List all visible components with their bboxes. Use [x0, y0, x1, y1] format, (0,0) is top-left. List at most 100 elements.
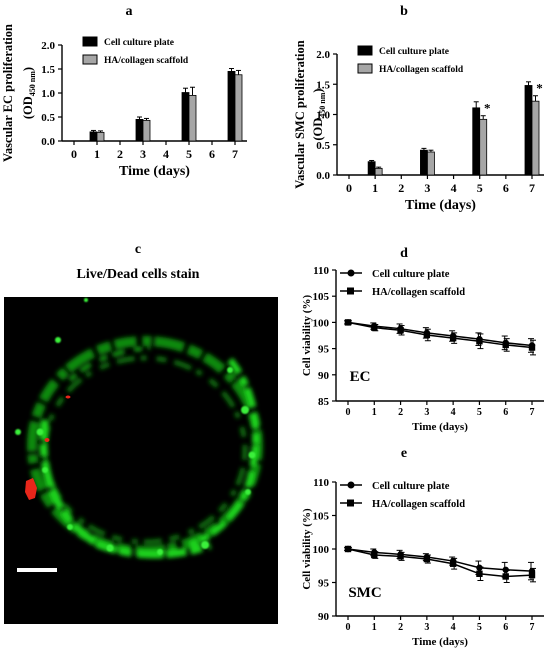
legend-label: HA/collagen scaffold	[372, 287, 465, 298]
bar	[374, 167, 383, 176]
scale-bar	[17, 568, 57, 572]
x-axis-label: Time (days)	[412, 636, 468, 648]
legend-swatch	[357, 63, 373, 74]
bar	[367, 161, 376, 176]
data-point	[502, 341, 509, 349]
y-unit-open: (OD	[21, 96, 35, 119]
y-axis-label: Cell viability (%)	[301, 295, 313, 377]
y-axis-unit-label: (OD450 nm)	[21, 67, 37, 119]
x-tick-label: 2	[398, 622, 403, 633]
live-cells-green-ring	[27, 336, 263, 559]
y-tick-label: 95	[318, 578, 330, 590]
x-tick-label: 5	[186, 147, 192, 161]
y-tick-label: 95	[318, 344, 330, 356]
data-point	[502, 573, 509, 580]
y-axis-label: Vascular EC proliferation	[1, 24, 15, 162]
y-unit-close: )	[21, 67, 35, 71]
bar	[479, 118, 488, 176]
bar	[420, 149, 428, 176]
data-point	[528, 571, 536, 579]
x-tick-label: 7	[530, 622, 535, 633]
y-tick-label: 0.0	[41, 136, 55, 148]
y-tick-label: 100	[313, 544, 330, 556]
dead-cells-red	[25, 395, 71, 500]
x-tick-label: 3	[424, 407, 429, 418]
bar	[96, 131, 105, 142]
panel-letter-d: d	[400, 246, 408, 261]
bar	[234, 74, 243, 142]
legend-swatch	[357, 45, 373, 56]
y-tick-label: 105	[313, 511, 330, 523]
bar	[188, 95, 197, 142]
x-tick-label: 4	[163, 147, 169, 161]
y-tick-label: 110	[313, 265, 329, 277]
x-tick-label: 3	[424, 181, 430, 195]
x-tick-label: 7	[232, 147, 238, 161]
y-tick-label: 1.0	[41, 88, 55, 100]
chart-b-smc-proliferation: 0.0 0.5 1.0 1.5 2.0 0 1 2 3 4 5 6 7 Time (days) Vascul…	[293, 40, 544, 213]
y-axis-label: Cell viability (%)	[301, 508, 313, 590]
x-tick-label: 1	[94, 147, 100, 161]
data-point	[476, 564, 483, 571]
legend-marker	[347, 481, 355, 489]
x-tick-label: 2	[398, 181, 404, 195]
data-point	[449, 334, 457, 342]
panel-letter-a: a	[126, 4, 133, 19]
x-tick-label: 4	[451, 407, 456, 418]
bar	[89, 131, 98, 142]
x-axis-label: Time (days)	[412, 421, 468, 433]
x-tick-label: 0	[346, 407, 351, 418]
x-tick-label: 5	[477, 622, 482, 633]
y-tick-label: 90	[318, 611, 330, 623]
legend-marker	[347, 287, 354, 295]
bar	[531, 100, 540, 176]
bar	[142, 119, 151, 142]
panel-letter-e: e	[401, 446, 407, 461]
legend-label: Cell culture plate	[104, 38, 174, 48]
data-point	[423, 555, 431, 563]
data-point	[528, 344, 536, 351]
bar	[135, 119, 144, 142]
y-tick-label: 1.0	[316, 110, 330, 122]
x-tick-label: 0	[346, 181, 352, 195]
y-tick-label: 2.0	[41, 40, 55, 52]
x-tick-label: 2	[398, 407, 403, 418]
y-axis-unit-label: (OD450 nm)	[311, 88, 327, 140]
y-tick-label: 105	[313, 291, 330, 303]
x-tick-label: 2	[117, 147, 123, 161]
y-tick-label: 0.0	[316, 170, 330, 182]
legend-swatch	[82, 54, 98, 65]
series-line	[347, 321, 533, 347]
x-tick-label: 0	[71, 147, 77, 161]
x-tick-label: 6	[209, 147, 215, 161]
y-tick-label: 1.5	[41, 64, 55, 76]
data-point	[371, 324, 378, 331]
chart-d-ec-viability: 85 90 95 100 105 110 0 1 2 3 4 5 6 7 Time (days) Cell v…	[301, 265, 544, 433]
y-unit-close: )	[311, 88, 325, 92]
data-point	[449, 560, 457, 567]
panel-letter-b: b	[400, 4, 408, 19]
legend-swatch	[82, 36, 98, 47]
x-tick-label: 1	[372, 622, 377, 633]
data-point	[423, 331, 431, 339]
x-tick-label: 5	[477, 407, 482, 418]
y-tick-label: 2.0	[316, 49, 330, 61]
data-point	[371, 551, 378, 559]
legend-marker	[347, 269, 355, 277]
chart-a-ec-proliferation: 0.0 0.5 1.0 1.5 2.0 0 1 2 3 4 5 6 7 Time (days) Vascul…	[1, 24, 247, 179]
x-tick-label: 6	[503, 622, 508, 633]
x-axis-label: Time (days)	[119, 164, 190, 179]
legend-label: Cell culture plate	[372, 481, 450, 492]
legend-label: HA/collagen scaffold	[372, 499, 465, 510]
y-tick-label: 85	[318, 396, 330, 408]
legend-label: Cell culture plate	[379, 47, 449, 57]
y-tick-label: 0.5	[41, 112, 55, 124]
chart-e-smc-viability: 90 95 100 105 110 0 1 2 3 4 5 6 7 Time (days) Cell via…	[301, 477, 544, 648]
x-tick-label: 3	[424, 622, 429, 633]
series-line	[347, 548, 533, 578]
x-tick-label: 3	[140, 147, 146, 161]
data-point	[397, 553, 404, 560]
live-dead-micrograph	[4, 297, 278, 624]
data-point	[344, 319, 352, 326]
